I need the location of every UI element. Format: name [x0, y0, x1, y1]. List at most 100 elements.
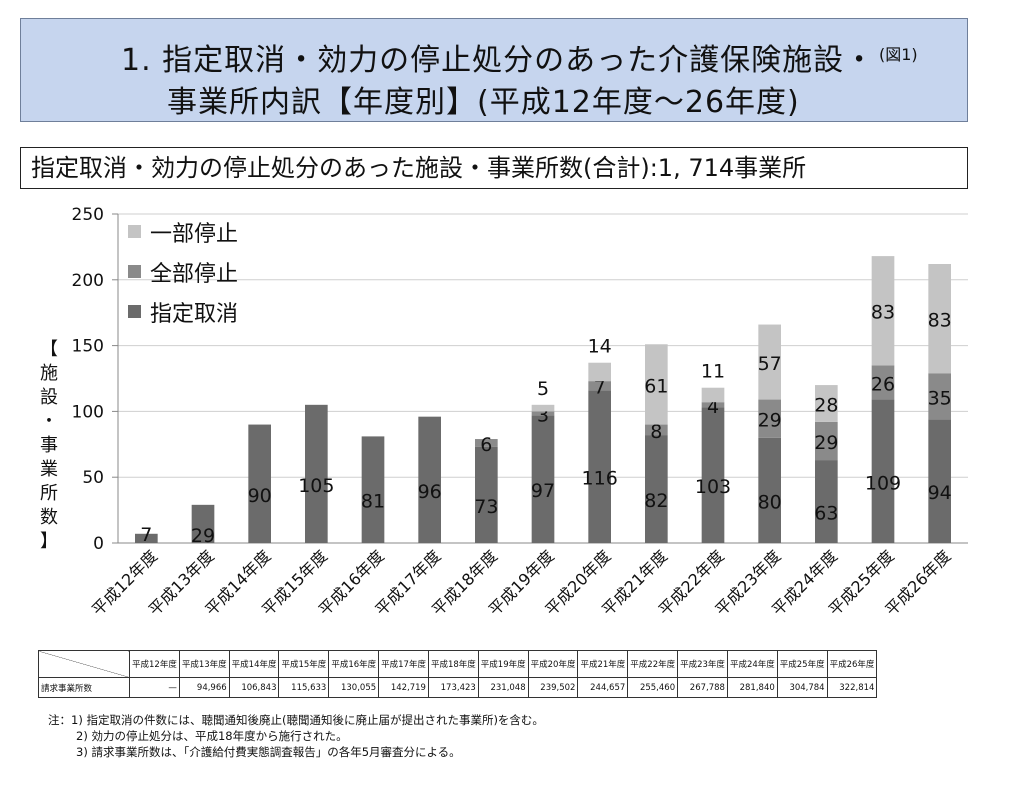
y-axis-label: 【施設・事業所数】: [38, 338, 60, 554]
title-banner: 1. 指定取消・効力の停止処分のあった介護保険施設・ (図1) 事業所内訳【年度…: [20, 18, 968, 122]
bar-segment: [928, 373, 951, 420]
table-header-cell: 平成12年度: [129, 650, 180, 678]
bar-segment: [418, 416, 441, 543]
table-cell: 106,843: [228, 677, 280, 698]
table-cell: 267,788: [677, 677, 728, 698]
bar-segment: [701, 387, 725, 403]
table-header-cell: 平成18年度: [427, 650, 479, 678]
y-tick-label: 250: [72, 205, 104, 225]
table-header-cell: 平成21年度: [577, 650, 629, 678]
bar-segment: [248, 424, 271, 543]
bar-segment: [871, 399, 895, 543]
bar-segment: [588, 390, 611, 543]
legend-label: 全部停止: [150, 262, 238, 287]
bar-segment: [871, 256, 895, 366]
bar-segment: [588, 362, 611, 382]
bar-segment: [645, 435, 668, 543]
bar-segment: [928, 264, 951, 374]
data-label: 6: [480, 434, 492, 456]
data-label: 81: [361, 491, 385, 513]
table-cell: 173,423: [427, 677, 479, 698]
bar-segment: [645, 424, 668, 436]
bar-segment: [815, 385, 838, 422]
data-label: 116: [582, 468, 618, 490]
y-axis-label-char: 業: [40, 459, 58, 480]
data-label: 80: [758, 491, 782, 513]
y-tick-label: 100: [72, 402, 104, 422]
footnote-3: 3) 請求事業所数は、「介護給付費実態調査報告」の各年5月審査分による。: [76, 745, 461, 759]
legend-swatch: [128, 305, 141, 318]
table-cell: 244,657: [577, 677, 629, 698]
data-label: 7: [140, 524, 152, 546]
bar-segment: [305, 404, 328, 543]
table-cell: 255,460: [627, 677, 679, 698]
data-label: 29: [814, 432, 838, 454]
y-tick-label: 50: [82, 468, 104, 488]
table-header-cell: 平成24年度: [726, 650, 778, 678]
footnote-2: 2) 効力の停止処分は、平成18年度から施行された。: [76, 729, 348, 743]
data-label: 35: [928, 387, 952, 409]
data-label: 28: [814, 395, 838, 417]
data-label: 90: [248, 485, 272, 507]
table-cell: 304,784: [776, 677, 828, 698]
stacked-bar-chart: 0501001502002507平成12年度29平成13年度90平成14年度10…: [72, 205, 968, 619]
y-axis-label-char: 】: [40, 531, 58, 552]
table-row: 請求事業所数 —94,966 106,843 115,633 130,055 142,7…: [38, 677, 878, 698]
footnote-1: 注：1) 指定取消の件数には、聴聞通知後廃止(聴聞通知後に廃止届が提出された事業…: [48, 713, 544, 727]
bar-segment: [475, 439, 498, 447]
table-header-cell: 平成17年度: [378, 650, 429, 678]
table-header-cell: 平成19年度: [477, 650, 529, 678]
data-label: 26: [871, 373, 895, 395]
bar-segment: [531, 415, 555, 543]
bar-segment: [871, 365, 895, 400]
y-tick-label: 0: [93, 534, 104, 554]
bar-segment: [758, 437, 781, 543]
table-header-cell: 平成14年度: [228, 650, 280, 678]
bar-segment: [531, 411, 555, 416]
bar-segment: [531, 404, 555, 412]
data-label: 29: [191, 525, 215, 547]
data-label: 96: [418, 481, 442, 503]
y-axis-label-char: 所: [40, 483, 58, 504]
y-axis-label-char: 設: [40, 387, 58, 408]
table-header-cell: 平成22年度: [627, 650, 679, 678]
page-title-line-2: 事業所内訳【年度別】(平成12年度～26年度): [167, 85, 800, 120]
table-corner-cell: [38, 650, 130, 678]
table-header-cell: 平成25年度: [776, 650, 828, 678]
bar-segment: [928, 419, 951, 543]
footnotes: 注：1) 指定取消の件数には、聴聞通知後廃止(聴聞通知後に廃止届が提出された事業…: [48, 712, 544, 760]
legend-swatch: [128, 225, 141, 238]
bar-segment: [475, 446, 498, 543]
bar-segment: [758, 399, 781, 438]
data-label: 61: [644, 375, 668, 397]
page-title-line-1: 1. 指定取消・効力の停止処分のあった介護保険施設・: [121, 43, 876, 78]
data-label: 8: [650, 421, 662, 443]
bar-segment: [815, 421, 838, 461]
y-axis-label-char: 数: [40, 507, 58, 528]
data-label: 73: [474, 496, 498, 518]
y-tick-label: 150: [72, 337, 104, 357]
table-header-cell: 平成23年度: [677, 650, 728, 678]
legend-label: 指定取消: [150, 302, 238, 327]
y-axis-label-char: 【: [40, 339, 58, 360]
table-cell: 281,840: [726, 677, 778, 698]
data-label: 94: [928, 482, 952, 504]
y-axis-label-char: 事: [40, 435, 58, 456]
table-header-cell: 平成13年度: [178, 650, 230, 678]
data-label: 11: [701, 361, 725, 383]
data-label: 82: [644, 490, 668, 512]
table-cell: 94,966: [178, 677, 230, 698]
data-label: 63: [814, 503, 838, 525]
data-label: 83: [928, 310, 952, 332]
data-label: 57: [758, 353, 782, 375]
data-label: 7: [594, 377, 606, 399]
legend-label: 一部停止: [150, 222, 238, 247]
data-label: 103: [695, 476, 731, 498]
table-header-cell: 平成16年度: [328, 650, 380, 678]
table-header-cell: 平成20年度: [527, 650, 579, 678]
table-cell: 322,814: [826, 677, 878, 698]
data-label: 5: [537, 378, 549, 400]
data-label: 14: [588, 336, 612, 358]
data-label: 29: [758, 410, 782, 432]
data-label: 83: [871, 302, 895, 324]
